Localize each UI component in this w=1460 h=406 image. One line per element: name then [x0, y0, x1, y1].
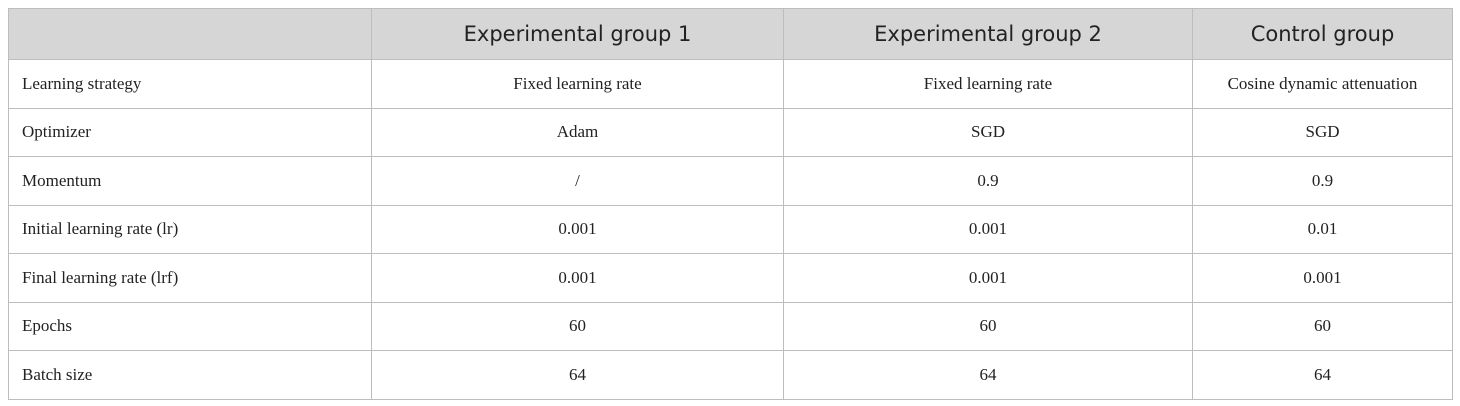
table-cell: 64 [371, 350, 784, 400]
table-cell: 60 [371, 301, 784, 351]
row-label: Batch size [8, 350, 372, 400]
table-cell: Fixed learning rate [783, 59, 1193, 109]
corner-cell [8, 8, 372, 60]
table-cell: Fixed learning rate [371, 59, 784, 109]
table-row: Epochs 60 60 60 [8, 301, 1453, 351]
table-row: Momentum/0.9 0.9 [8, 156, 1453, 206]
table-cell: 0.001 [783, 253, 1193, 303]
table-cell: 60 [783, 301, 1193, 351]
column-header: Experimental group 1 [371, 8, 784, 60]
table-body: Learning strategy Fixed learning rate Fixe… [8, 59, 1453, 400]
row-label: Optimizer [8, 107, 372, 157]
row-label: Learning strategy [8, 59, 372, 109]
table-cell: SGD [783, 107, 1193, 157]
table-cell: SGD [1192, 107, 1453, 157]
row-label: Epochs [8, 301, 372, 351]
table-cell: Cosine dynamic attenuation [1192, 59, 1453, 109]
table-cell: 0.9 [1192, 156, 1453, 206]
table-row: Optimizer Adam SGD SGD [8, 107, 1453, 157]
table-row: Initial learning rate (lr) 0.001 0.001 0.01 [8, 204, 1453, 254]
table-cell: 0.9 [783, 156, 1193, 206]
table-row: Learning strategy Fixed learning rate Fixe… [8, 59, 1453, 109]
table-cell: 60 [1192, 301, 1453, 351]
column-header: Experimental group 2 [783, 8, 1193, 60]
table-cell: 0.001 [783, 204, 1193, 254]
row-label: Momentum [8, 156, 372, 206]
table-cell: Adam [371, 107, 784, 157]
table-row: Final learning rate (lrf) 0.001 0.001 0.001 [8, 253, 1453, 303]
table-cell: / [371, 156, 784, 206]
table-cell: 0.001 [371, 204, 784, 254]
table-cell: 0.001 [1192, 253, 1453, 303]
table-cell: 0.01 [1192, 204, 1453, 254]
table-cell: 0.001 [371, 253, 784, 303]
table-cell: 64 [783, 350, 1193, 400]
row-label: Final learning rate (lrf) [8, 253, 372, 303]
row-label: Initial learning rate (lr) [8, 204, 372, 254]
table-cell: 64 [1192, 350, 1453, 400]
column-header: Control group [1192, 8, 1453, 60]
header-row: Experimental group 1 Experimental group 2… [8, 8, 1453, 60]
table-row: Batch size 64 64 64 [8, 350, 1453, 400]
data-table: Experimental group 1 Experimental group 2… [8, 8, 1453, 400]
